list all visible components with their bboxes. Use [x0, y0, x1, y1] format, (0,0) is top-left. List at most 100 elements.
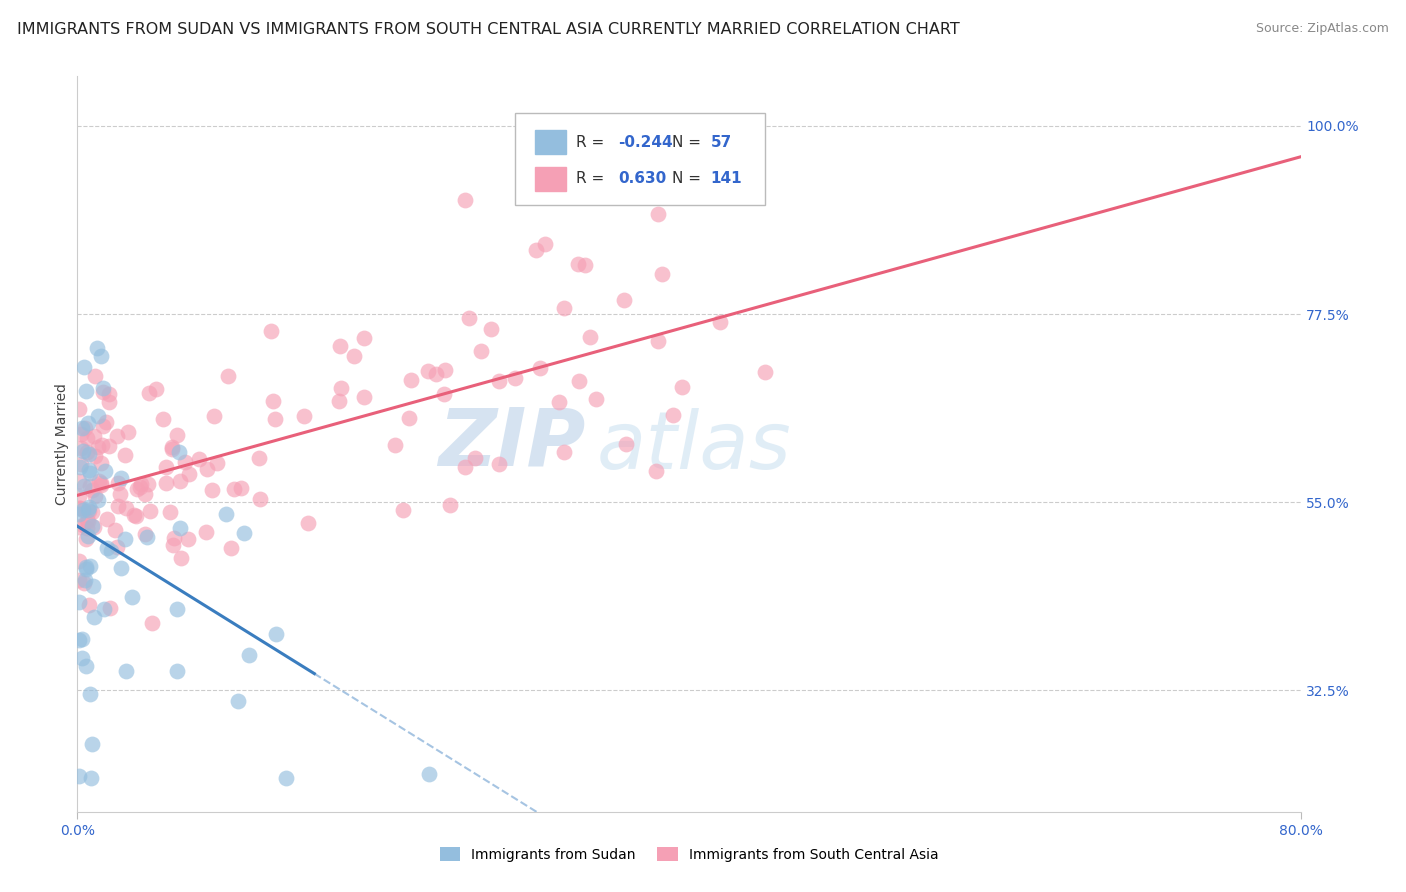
Point	[125, 482, 148, 496]
Point	[77, 416, 100, 430]
Point	[110, 470, 132, 484]
Point	[98, 600, 121, 615]
Point	[80, 518, 103, 533]
Point	[83, 520, 105, 534]
Point	[94, 464, 117, 478]
Point	[84, 368, 107, 383]
Point	[136, 530, 159, 544]
Point	[231, 481, 253, 495]
Point	[96, 512, 118, 526]
Point	[100, 544, 122, 558]
Text: IMMIGRANTS FROM SUDAN VS IMMIGRANTS FROM SOUTH CENTRAL ASIA CURRENTLY MARRIED CO: IMMIGRANTS FROM SUDAN VS IMMIGRANTS FROM…	[17, 22, 960, 37]
Point	[108, 487, 131, 501]
Point	[75, 658, 97, 673]
Text: 141: 141	[710, 171, 742, 186]
Point	[329, 339, 352, 353]
Point	[464, 451, 486, 466]
Point	[238, 648, 260, 663]
Point	[73, 575, 96, 590]
Point	[187, 452, 209, 467]
Point	[67, 595, 90, 609]
Point	[87, 409, 110, 423]
Point	[479, 322, 502, 336]
Point	[454, 193, 477, 207]
Point	[77, 500, 100, 514]
Point	[82, 579, 104, 593]
Point	[458, 311, 481, 326]
Point	[67, 574, 90, 588]
Point	[105, 541, 128, 555]
Point	[76, 513, 98, 527]
Point	[107, 499, 129, 513]
Point	[80, 771, 103, 786]
Point	[568, 375, 591, 389]
Point	[260, 324, 283, 338]
Point	[488, 457, 510, 471]
Point	[122, 508, 145, 522]
Point	[218, 368, 240, 383]
Point	[91, 380, 114, 394]
Point	[176, 532, 198, 546]
Point	[79, 479, 101, 493]
Point	[121, 591, 143, 605]
Point	[69, 427, 91, 442]
Point	[174, 455, 197, 469]
Y-axis label: Currently Married: Currently Married	[55, 383, 69, 505]
Point	[330, 381, 353, 395]
Text: atlas: atlas	[598, 409, 792, 486]
Point	[194, 524, 217, 539]
Point	[77, 447, 100, 461]
Point	[425, 367, 447, 381]
Point	[647, 334, 669, 348]
Point	[79, 687, 101, 701]
Point	[433, 363, 456, 377]
Point	[398, 411, 420, 425]
Point	[162, 442, 184, 456]
Point	[647, 207, 669, 221]
Point	[454, 460, 477, 475]
Point	[75, 421, 97, 435]
Point	[77, 503, 100, 517]
Point	[129, 477, 152, 491]
Point	[90, 349, 112, 363]
Point	[567, 257, 589, 271]
Point	[77, 514, 100, 528]
Point	[80, 483, 103, 498]
Point	[77, 529, 100, 543]
Point	[77, 463, 100, 477]
Point	[328, 394, 350, 409]
Point	[83, 610, 105, 624]
Point	[97, 439, 120, 453]
Point	[202, 409, 225, 424]
Point	[83, 489, 105, 503]
Point	[503, 371, 526, 385]
Point	[67, 489, 90, 503]
Point	[83, 450, 105, 464]
Legend: Immigrants from Sudan, Immigrants from South Central Asia: Immigrants from Sudan, Immigrants from S…	[434, 842, 943, 867]
Point	[67, 475, 90, 489]
Point	[90, 456, 112, 470]
Point	[134, 487, 156, 501]
Text: ZIP: ZIP	[437, 405, 585, 483]
Point	[159, 506, 181, 520]
Point	[391, 503, 413, 517]
Point	[353, 390, 375, 404]
Point	[67, 402, 90, 417]
Point	[470, 343, 492, 358]
Point	[70, 650, 93, 665]
Point	[75, 533, 97, 547]
Point	[67, 520, 90, 534]
Point	[82, 505, 104, 519]
FancyBboxPatch shape	[515, 112, 765, 204]
Point	[79, 558, 101, 573]
Point	[548, 395, 571, 409]
Point	[67, 554, 90, 568]
Point	[75, 560, 97, 574]
Point	[264, 626, 287, 640]
Point	[77, 504, 100, 518]
Point	[233, 526, 256, 541]
Point	[134, 526, 156, 541]
Point	[125, 508, 148, 523]
Point	[201, 483, 224, 497]
Point	[292, 409, 315, 423]
